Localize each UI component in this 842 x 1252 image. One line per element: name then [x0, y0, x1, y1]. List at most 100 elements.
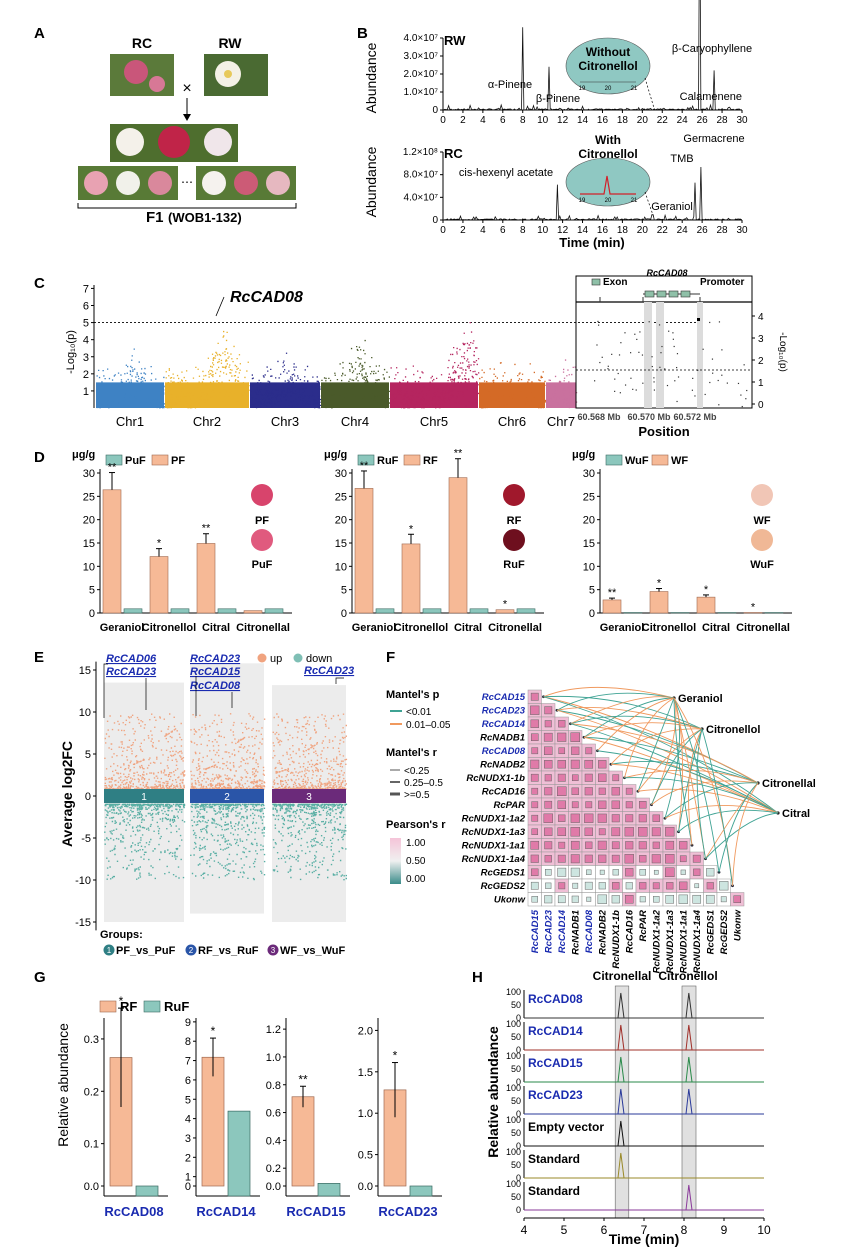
snp-point — [614, 390, 616, 392]
y-tick-label: 4 — [83, 335, 89, 347]
x-tick-label: 26 — [697, 115, 709, 126]
f-heat-square — [558, 720, 566, 728]
f-heat-square — [570, 867, 580, 877]
chromatogram-trace — [442, 0, 742, 111]
f-row-label: RcCAD16 — [482, 787, 526, 798]
snp-point — [632, 388, 634, 390]
panel-g: G Relative abundance RF RuF0.00.10.20.3*R… — [34, 969, 442, 1219]
down-points — [272, 803, 348, 881]
x-tick-label: 22 — [657, 115, 669, 126]
f-heat-square — [598, 882, 606, 890]
f1-range: (WOB1-132) — [168, 210, 242, 225]
peak-label: Calamenene — [680, 91, 742, 103]
f-heat-square — [653, 896, 660, 903]
h-xlabel: Time (min) — [609, 1231, 680, 1247]
rc-flower — [149, 76, 165, 92]
h-peak2-label: Citronellol — [658, 969, 717, 983]
f-pearson-tick: 0.00 — [406, 874, 426, 885]
group-band — [190, 789, 264, 803]
g-legend-ruf-label: RuF — [164, 999, 189, 1014]
f-heat-square — [625, 841, 634, 850]
f-heat-square — [652, 814, 660, 822]
f-heat-square — [612, 882, 620, 890]
f-col-label: RcNADB1 — [571, 910, 582, 955]
h-row-tick: 100 — [506, 987, 521, 997]
f-mantel-link — [583, 736, 779, 814]
gene-label: RcCAD23 — [190, 653, 240, 665]
x-tick-label: 10 — [537, 115, 549, 126]
f-row-label: RcNUDX1-1b — [466, 773, 525, 784]
f-heat-square — [611, 895, 620, 904]
category-label: Citronellal — [236, 622, 290, 634]
e-y-tick-label: 10 — [79, 707, 91, 719]
f-heat-square — [558, 747, 566, 755]
f-heat-square — [530, 759, 540, 769]
category-label: Citronellal — [488, 622, 542, 634]
snp-point — [741, 405, 743, 408]
f-heat-square — [653, 869, 659, 875]
chromosome-label: Chr5 — [420, 414, 448, 429]
x-tick-label: 0 — [440, 225, 446, 236]
flower-label: PF — [255, 515, 269, 527]
snp-point — [711, 358, 714, 360]
snp-point — [624, 332, 626, 334]
f1-flower — [204, 128, 232, 156]
f-heat-square — [530, 705, 540, 715]
f-heat-square — [625, 868, 634, 877]
snp-point — [653, 377, 655, 379]
f-heat-square — [680, 869, 686, 875]
category-label: Citronellol — [642, 622, 696, 634]
exon-block — [656, 290, 667, 298]
y-tick-label: 2.0×10⁷ — [404, 69, 439, 80]
g-y-tick-label: 7 — [185, 1056, 191, 1068]
f-heat-square — [531, 896, 538, 903]
f-heat-square — [706, 882, 714, 890]
x-tick-label: 0 — [440, 115, 446, 126]
x-tick-label: 20 — [637, 225, 649, 236]
b-rw-inset-tick: 21 — [631, 86, 638, 92]
chromosome-points — [390, 322, 480, 409]
g-gene-label: RcCAD14 — [196, 1204, 256, 1219]
h-row-tick: 0 — [516, 1141, 521, 1151]
f-heat-square — [530, 881, 539, 890]
f-mantel-link — [696, 728, 706, 859]
f-col-label: Ukonw — [733, 909, 744, 941]
f-heat-square — [530, 854, 539, 863]
chromosome-label: Chr3 — [271, 414, 299, 429]
h-x-tick-label: 5 — [561, 1223, 568, 1237]
snp-point — [709, 321, 711, 324]
bar-colored — [401, 543, 421, 614]
snp-point — [630, 377, 632, 379]
significance-mark: ** — [360, 460, 369, 472]
snp-point — [740, 394, 742, 396]
b-rw-title: RW — [444, 33, 466, 48]
snp-point — [691, 389, 694, 391]
rc-flower — [124, 60, 148, 84]
bar-uncolored — [375, 608, 395, 614]
gene-label: RcCAD23 — [304, 665, 354, 677]
b-rc-inset-label-1: With — [595, 133, 621, 147]
snp-point — [635, 389, 637, 391]
d-y-tick-label: 25 — [335, 491, 347, 503]
h-row-label: RcCAD23 — [528, 1088, 583, 1102]
e-y-tick-label: -15 — [75, 917, 91, 929]
exon-highlight-band — [656, 302, 664, 408]
chromosome-points — [479, 362, 547, 409]
y-tick-label: 1.2×10⁸ — [403, 147, 438, 158]
g-y-tick-label: 0.4 — [266, 1135, 281, 1147]
flower-label: PuF — [252, 559, 273, 571]
snp-point — [594, 380, 596, 382]
legend-label: PuF — [125, 455, 146, 467]
f-heat-square — [638, 827, 648, 837]
legend-swatch-uncolored — [105, 454, 123, 466]
f-heat-square — [625, 814, 634, 823]
snp-point — [597, 324, 600, 326]
c-zoom-plot: Exon RcCAD08 Promoter 0 1 2 3 4 -Log₁₀(p) 60.568 … — [575, 268, 788, 439]
f-heat-square — [544, 895, 553, 904]
d-y-tick-label: 30 — [335, 468, 347, 480]
d-y-tick-label: 20 — [83, 515, 95, 527]
snp-point — [676, 400, 678, 403]
x-tick-label: 8 — [520, 115, 526, 126]
f-heat-square — [571, 774, 579, 782]
f-heat-square — [531, 787, 539, 795]
